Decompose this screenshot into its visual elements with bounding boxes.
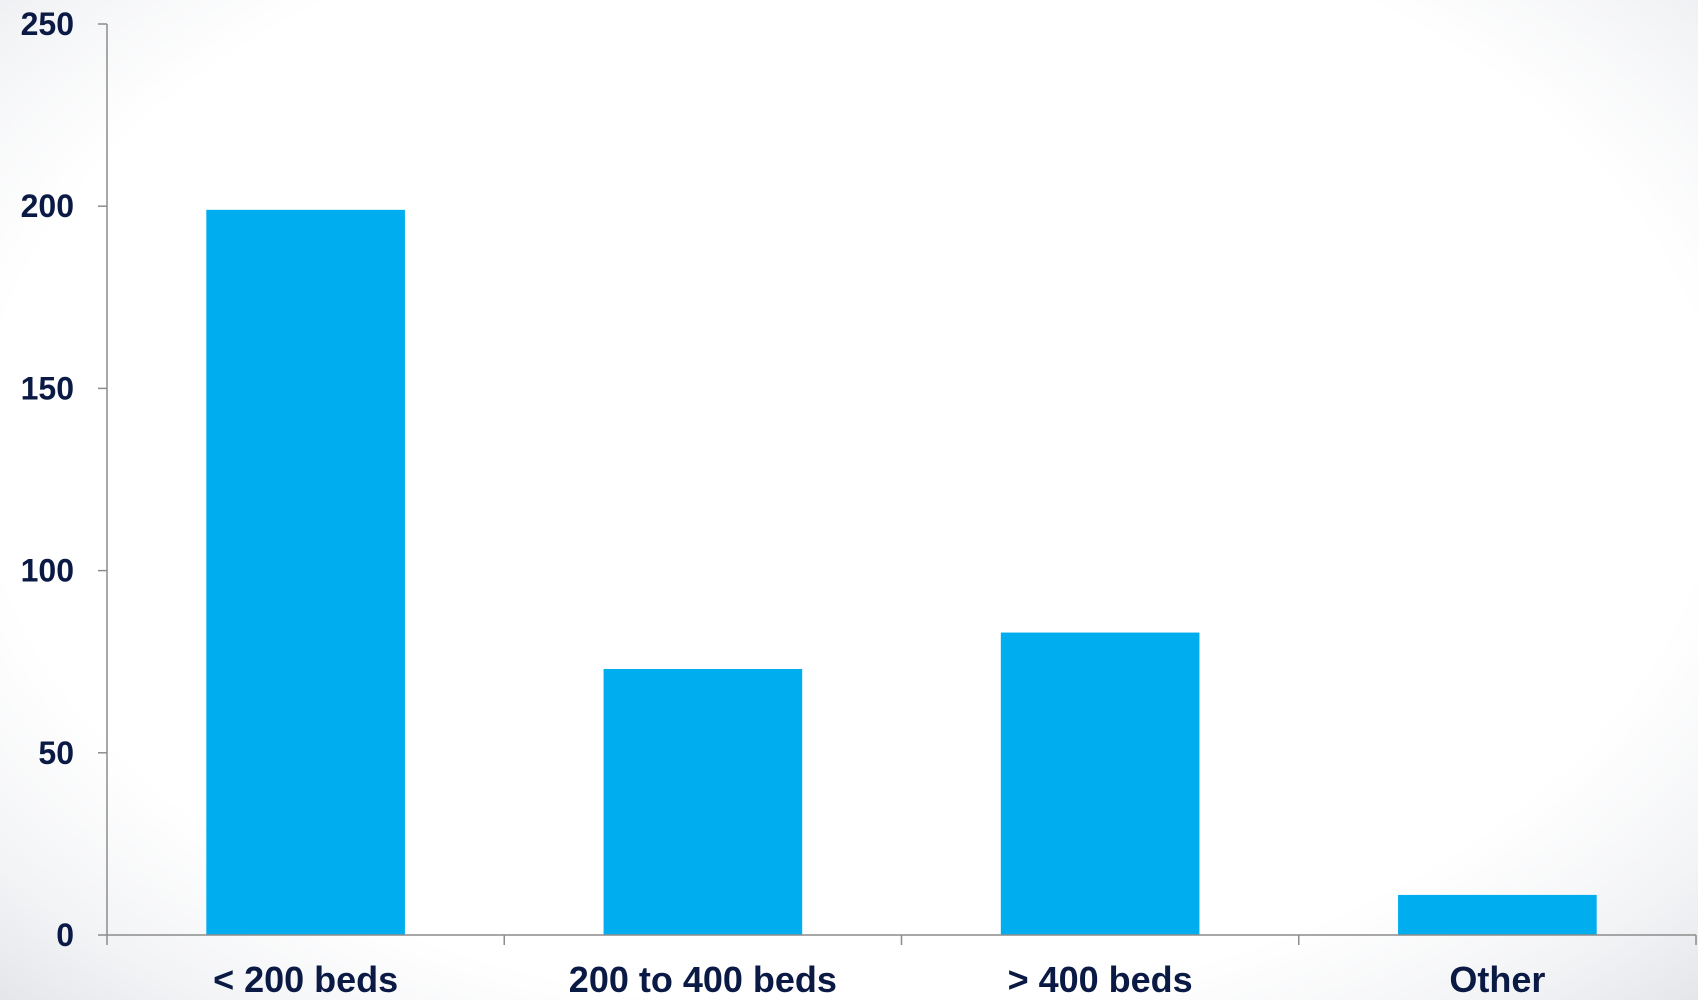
x-category-label: > 400 beds: [1008, 959, 1193, 1000]
y-ticks: 0 50 100 150 200 250: [21, 6, 107, 953]
x-category-label: < 200 beds: [213, 959, 398, 1000]
y-tick-label: 250: [21, 6, 74, 42]
bar-2: [1000, 632, 1200, 935]
bar-0: [206, 209, 405, 935]
bar-1: [603, 668, 803, 935]
y-tick-label: 150: [21, 370, 74, 406]
bars-layer: [206, 209, 1597, 935]
y-tick-label: 0: [56, 917, 74, 953]
y-tick-label: 50: [38, 735, 74, 771]
y-tick-label: 200: [21, 188, 74, 224]
x-category-label: 200 to 400 beds: [569, 959, 837, 1000]
x-ticks: < 200 beds 200 to 400 beds > 400 beds Other: [106, 935, 1697, 1000]
y-tick-label: 100: [21, 553, 74, 589]
bar-3: [1398, 894, 1597, 935]
x-category-label: Other: [1449, 959, 1545, 1000]
